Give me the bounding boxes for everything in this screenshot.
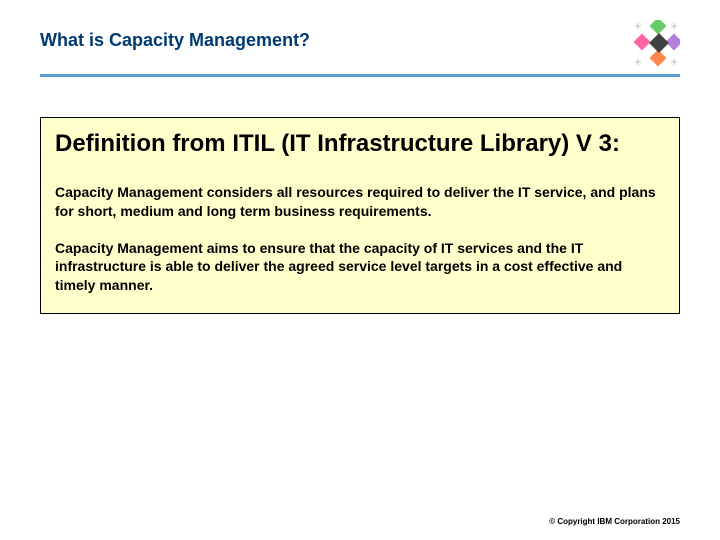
plus-icon xyxy=(635,59,641,65)
logo-diamond xyxy=(634,34,651,51)
definition-paragraph: Capacity Management aims to ensure that … xyxy=(55,239,665,296)
plus-icon xyxy=(635,23,641,29)
plus-icon xyxy=(671,23,677,29)
definition-paragraphs: Capacity Management considers all resour… xyxy=(55,183,665,295)
definition-paragraph: Capacity Management considers all resour… xyxy=(55,183,665,221)
slide-title: What is Capacity Management? xyxy=(40,30,310,51)
logo-svg xyxy=(632,20,680,68)
slide: What is Capacity Management? Definition … xyxy=(0,0,720,540)
logo-diamond xyxy=(650,50,667,67)
header-row: What is Capacity Management? xyxy=(40,30,680,68)
logo-diamond xyxy=(650,20,667,34)
definition-heading: Definition from ITIL (IT Infrastructure … xyxy=(55,130,665,159)
plus-icon xyxy=(671,59,677,65)
brand-logo xyxy=(632,20,680,68)
title-underline xyxy=(40,74,680,77)
copyright-text: © Copyright IBM Corporation 2015 xyxy=(549,517,680,526)
logo-diamond xyxy=(649,33,669,53)
definition-box: Definition from ITIL (IT Infrastructure … xyxy=(40,117,680,314)
